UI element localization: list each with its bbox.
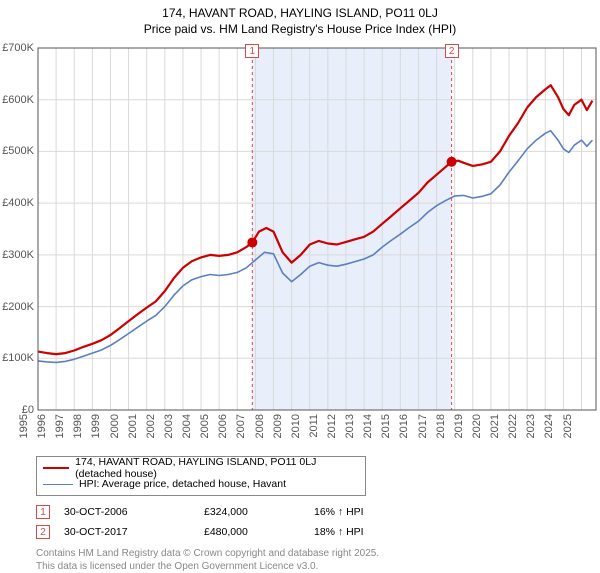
- transaction-marker: 1: [36, 505, 50, 519]
- transaction-price: £324,000: [204, 506, 314, 518]
- legend-label: 174, HAVANT ROAD, HAYLING ISLAND, PO11 0…: [75, 456, 359, 480]
- chart-title: 174, HAVANT ROAD, HAYLING ISLAND, PO11 0…: [0, 6, 600, 20]
- y-tick-label: £100K: [0, 352, 34, 364]
- attribution: Contains HM Land Registry data © Crown c…: [36, 548, 590, 573]
- chart-subtitle: Price paid vs. HM Land Registry's House …: [0, 22, 600, 36]
- legend-swatch: [43, 467, 69, 469]
- y-tick-label: £500K: [0, 145, 34, 157]
- vline-marker: 1: [245, 44, 259, 58]
- attribution-line: Contains HM Land Registry data © Crown c…: [36, 548, 590, 561]
- transaction-vs-hpi: 18% ↑ HPI: [314, 526, 424, 538]
- vline-marker: 2: [445, 44, 459, 58]
- transaction-date: 30-OCT-2017: [64, 526, 204, 538]
- transaction-date: 30-OCT-2006: [64, 506, 204, 518]
- transaction-marker: 2: [36, 525, 50, 539]
- y-tick-label: £200K: [0, 301, 34, 313]
- chart-area: £0£100K£200K£300K£400K£500K£600K£700K199…: [0, 40, 600, 450]
- x-tick-label: 2025: [562, 414, 600, 438]
- y-tick-label: £300K: [0, 249, 34, 261]
- legend-label: HPI: Average price, detached house, Hava…: [79, 478, 286, 490]
- legend: 174, HAVANT ROAD, HAYLING ISLAND, PO11 0…: [36, 456, 366, 496]
- y-tick-label: £400K: [0, 197, 34, 209]
- legend-swatch: [43, 484, 73, 485]
- transaction-vs-hpi: 16% ↑ HPI: [314, 506, 424, 518]
- y-tick-label: £700K: [0, 42, 34, 54]
- transaction-row: 1 30-OCT-2006£324,00016% ↑ HPI: [36, 502, 590, 522]
- transaction-row: 2 30-OCT-2017£480,00018% ↑ HPI: [36, 522, 590, 542]
- transaction-price: £480,000: [204, 526, 314, 538]
- attribution-line: This data is licensed under the Open Gov…: [36, 561, 590, 573]
- legend-item: 174, HAVANT ROAD, HAYLING ISLAND, PO11 0…: [43, 460, 359, 476]
- transactions-table: 1 30-OCT-2006£324,00016% ↑ HPI 2 30-OCT-201…: [36, 502, 590, 542]
- y-tick-label: £600K: [0, 94, 34, 106]
- chart-svg: [0, 40, 600, 450]
